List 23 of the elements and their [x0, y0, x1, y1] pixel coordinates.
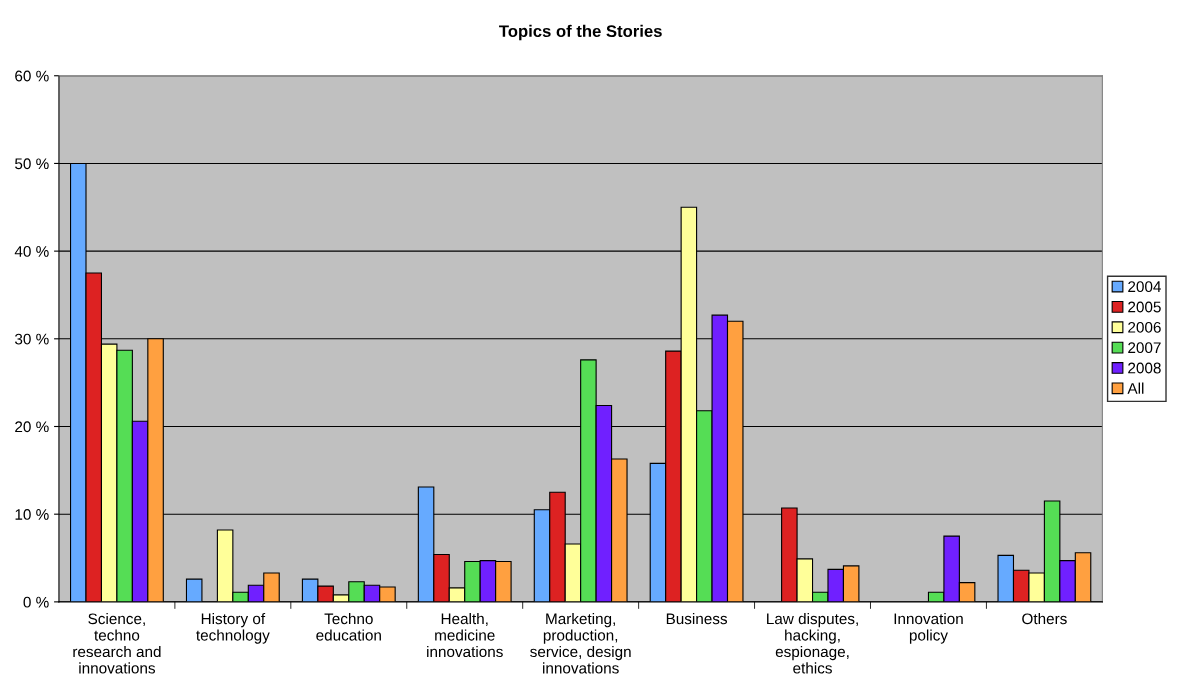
y-tick-label: 20 %: [15, 421, 49, 433]
x-tick-label: Business: [666, 612, 728, 625]
legend-label: All: [1127, 382, 1144, 394]
chart-title: Topics of the Stories: [499, 24, 662, 41]
y-tick-label: 30 %: [14, 333, 49, 345]
x-tick-label: Marketing, production, service, design innovations: [530, 612, 631, 674]
x-tick-label: Others: [1022, 612, 1067, 625]
legend-label: 2007: [1128, 342, 1161, 354]
y-tick-label: 50 %: [15, 158, 49, 170]
x-tick-label: Law disputes, hacking, espionage, ethics: [767, 612, 858, 674]
x-tick-label: Science, techno research and innovations: [73, 612, 161, 674]
legend-label: 2006: [1128, 321, 1161, 333]
x-tick-label: Innovation policy: [894, 612, 963, 644]
legend-label: 2008: [1128, 362, 1161, 374]
legend-label: 2004: [1128, 281, 1161, 293]
y-tick-label: 40 %: [14, 245, 49, 257]
y-tick-label: 0 %: [23, 596, 49, 608]
x-tick-label: History of technology: [196, 612, 270, 644]
y-tick-label: 60 %: [15, 70, 49, 82]
y-tick-label: 10 %: [15, 509, 49, 520]
legend-label: 2005: [1128, 301, 1161, 313]
x-tick-label: Health, medicine innovations: [427, 612, 503, 658]
x-tick-label: Techno education: [316, 612, 381, 641]
